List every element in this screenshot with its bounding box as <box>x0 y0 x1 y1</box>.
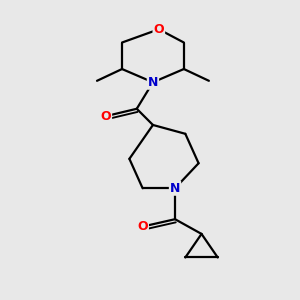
Text: O: O <box>154 23 164 36</box>
Text: N: N <box>148 76 158 89</box>
Text: O: O <box>100 110 111 123</box>
Text: N: N <box>170 182 180 195</box>
Text: O: O <box>137 220 148 233</box>
